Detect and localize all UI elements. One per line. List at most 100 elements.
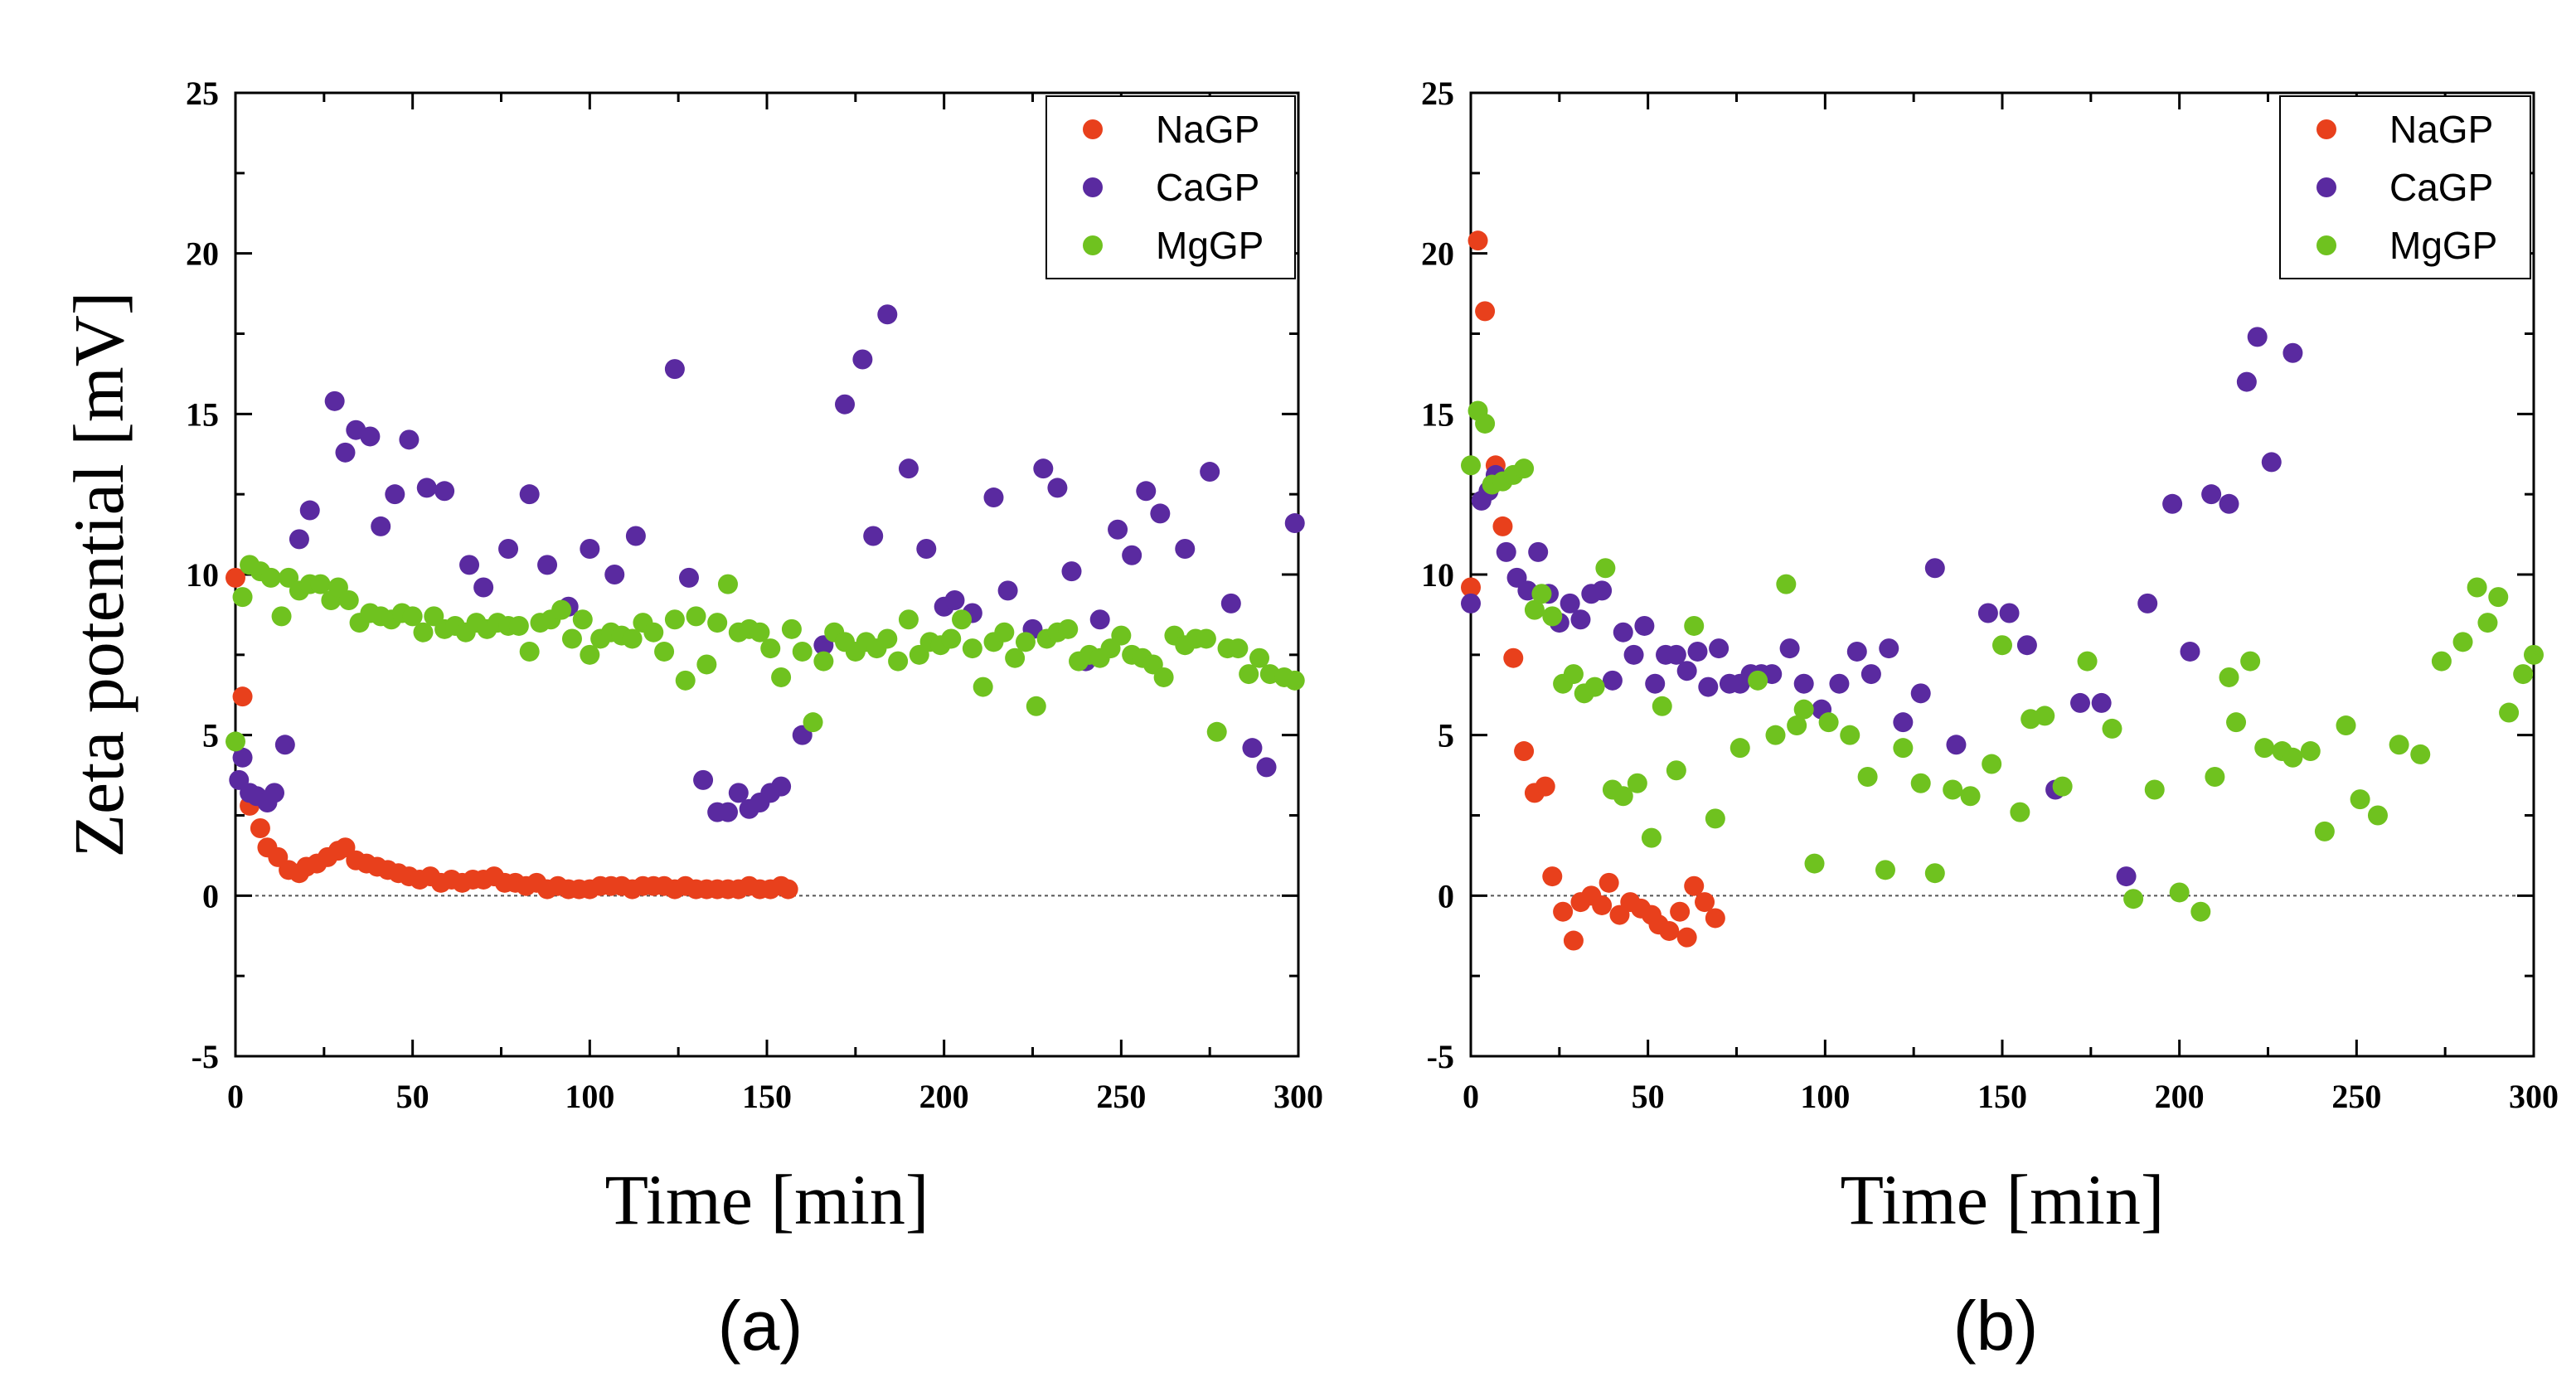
data-point [537,555,558,575]
x-tick-labels: 0 50 100 150 200 250 300 [1463,1078,2559,1115]
data-point [1239,664,1259,685]
data-point [1946,735,1967,755]
x-tick-label: 200 [2155,1078,2205,1115]
data-point [1560,593,1580,613]
legend: NaGP CaGP MgGP [2279,95,2531,279]
data-point [1705,808,1725,829]
data-point [693,769,714,790]
data-point [898,609,919,630]
data-point [580,644,600,665]
data-point [1108,519,1128,540]
data-point [1666,760,1686,781]
data-point [771,667,792,687]
data-point [1496,541,1516,562]
data-point [1111,625,1132,646]
data-point [2035,706,2055,726]
data-point [863,526,884,546]
data-point [778,879,798,900]
data-point [1910,683,1931,704]
data-point [2467,577,2487,598]
data-point [781,618,802,639]
legend-entry: MgGP [1083,224,1264,267]
y-tick-label: 20 [186,235,219,273]
y-tick-label: 10 [1421,556,1454,594]
data-point [973,677,993,697]
data-point [473,577,494,598]
data-point [1893,738,1914,759]
data-point [1150,503,1171,524]
data-point [1461,593,1481,613]
data-point [1206,721,1227,742]
legend-marker [1083,119,1103,139]
data-point [1684,615,1705,636]
y-tick-label: 15 [186,395,219,433]
data-point [803,712,823,733]
legend-entry: MgGP [2316,224,2497,267]
data-point [1242,738,1263,759]
legend-label: MgGP [1156,224,1264,267]
data-point [1676,927,1697,948]
data-point [1627,773,1647,793]
data-point [413,622,434,643]
data-point [2314,821,2335,841]
legend-label: MgGP [2389,224,2497,267]
data-point [2116,866,2137,887]
data-point [310,574,331,594]
data-point [1779,638,1800,659]
data-point [2102,718,2122,739]
data-point [1787,715,1807,736]
data-point [1846,641,1867,662]
data-point [1992,635,2012,656]
data-point [813,651,834,672]
data-point [232,587,253,608]
legend-label: CaGP [2389,166,2493,209]
data-point [1467,230,1488,251]
legend-marker [2316,177,2336,197]
data-point [2201,484,2222,505]
data-point [551,599,572,620]
data-point [1033,458,1054,479]
data-point [1634,615,1655,636]
data-point [335,442,356,463]
panel-label-a: (a) [718,1287,803,1365]
data-point [1563,930,1584,951]
data-point [1492,516,1513,536]
legend-label: NaGP [1156,108,1259,151]
data-point [2261,452,2282,473]
x-tick-label: 300 [2509,1078,2559,1115]
data-point [299,500,320,521]
data-point [1793,699,1814,720]
data-point [572,609,593,630]
data-point [2431,651,2452,672]
data-point [1982,754,2002,774]
series-cagp [229,304,1305,822]
data-point [2410,744,2431,764]
data-point [459,555,480,575]
data-point [2240,651,2261,672]
data-point [2205,767,2225,788]
y-tick-labels: -5 0 5 10 15 20 25 [1421,75,1454,1075]
data-point [402,606,423,627]
data-point [498,539,519,560]
data-point [1960,786,1981,807]
data-point [678,567,699,588]
data-point [1284,670,1305,691]
data-point [2070,692,2091,713]
data-point [271,606,292,627]
data-point [1524,599,1545,620]
data-point [338,589,359,610]
data-point [604,565,625,584]
data-point [1659,920,1680,941]
data-point [1705,908,1725,929]
data-point [1893,712,1914,733]
data-point [1026,696,1046,716]
data-point [1910,773,1931,793]
x-tick-label: 200 [919,1078,969,1115]
data-point [835,394,856,415]
data-point [360,426,381,447]
data-point [2513,664,2534,685]
x-tick-label: 250 [2331,1078,2381,1115]
data-point [1570,609,1591,630]
data-point [1058,618,1079,639]
legend-marker [2316,235,2336,255]
